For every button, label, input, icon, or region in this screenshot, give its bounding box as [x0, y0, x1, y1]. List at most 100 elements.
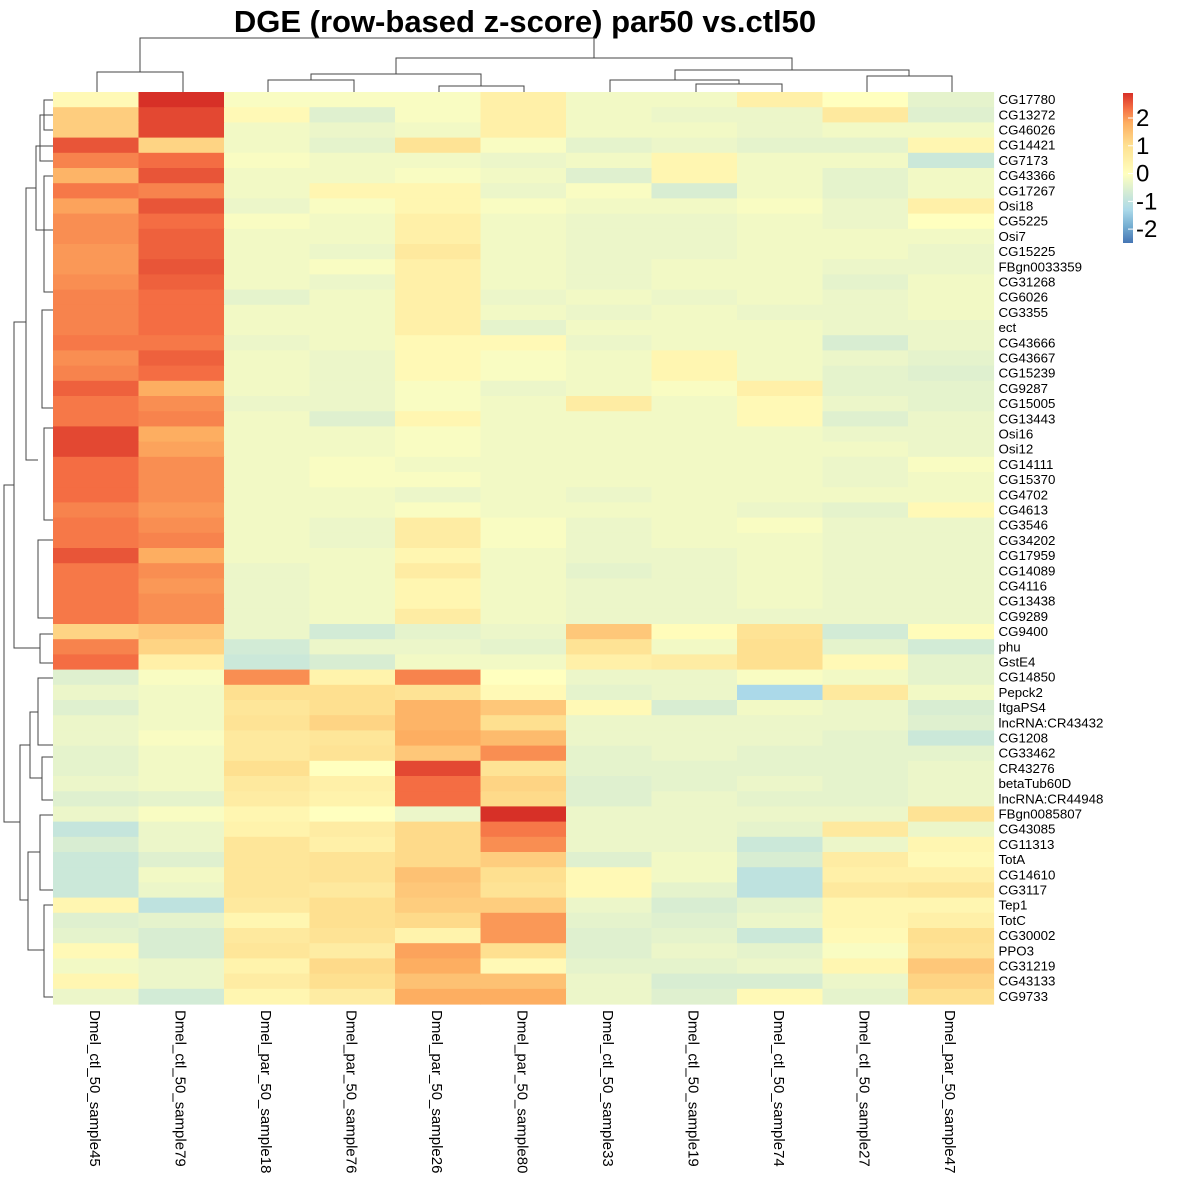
row-label: CG17959	[999, 548, 1056, 563]
heatmap-cell	[737, 776, 824, 792]
heatmap-cell	[566, 700, 653, 716]
heatmap-cell	[53, 548, 140, 564]
heatmap-cell	[480, 289, 567, 306]
heatmap-cell	[309, 380, 396, 397]
heatmap-cell	[822, 228, 909, 245]
heatmap-cell	[224, 350, 311, 367]
heatmap-cell	[822, 411, 909, 427]
heatmap-cell	[822, 92, 909, 108]
heatmap-cell	[908, 107, 995, 123]
heatmap-cell	[822, 137, 909, 154]
heatmap-cell	[395, 289, 482, 306]
heatmap-cell	[651, 654, 738, 671]
heatmap-cell	[651, 745, 738, 762]
row-label: CG11313	[999, 837, 1055, 852]
row-label: CG17267	[999, 183, 1056, 198]
heatmap-cell	[395, 867, 482, 883]
heatmap-cell	[138, 943, 225, 959]
heatmap-cell	[395, 958, 482, 975]
heatmap-cell	[395, 122, 482, 139]
row-label: CG46026	[999, 123, 1056, 138]
heatmap-cell	[737, 806, 824, 823]
heatmap-cell	[309, 700, 396, 716]
heatmap-cell	[566, 836, 653, 853]
heatmap-cell	[908, 244, 995, 260]
row-label: CG33462	[999, 746, 1056, 761]
column-label: Dmel_par_50_sample47	[941, 1010, 958, 1173]
heatmap-cell	[566, 380, 653, 397]
heatmap-cell	[224, 213, 311, 230]
heatmap-cell	[908, 852, 995, 868]
row-label: CG13443	[999, 411, 1056, 426]
heatmap-cell	[395, 183, 482, 199]
heatmap-cell	[224, 912, 311, 929]
heatmap-cell	[908, 791, 995, 807]
heatmap-cell	[737, 304, 824, 321]
heatmap-cell	[309, 244, 396, 260]
heatmap-cell	[53, 122, 140, 139]
heatmap-cell	[395, 730, 482, 747]
heatmap-cell	[822, 654, 909, 671]
heatmap-cell	[138, 411, 225, 427]
heatmap-cell	[908, 304, 995, 321]
heatmap-cell	[651, 380, 738, 397]
heatmap-cell	[395, 912, 482, 929]
heatmap-cell	[138, 882, 225, 899]
heatmap-cell	[53, 228, 140, 245]
column-label: Dmel_par_50_sample26	[428, 1010, 445, 1173]
heatmap-cell	[566, 988, 653, 1005]
heatmap-cell	[138, 608, 225, 625]
heatmap-cell	[480, 988, 567, 1005]
row-label: CG3546	[999, 518, 1049, 533]
heatmap-cell	[138, 137, 225, 154]
row-label: Osi16	[999, 427, 1034, 442]
heatmap-cell	[566, 198, 653, 215]
heatmap-cell	[395, 456, 482, 473]
heatmap-cell	[309, 320, 396, 336]
heatmap-cell	[908, 654, 995, 671]
heatmap-cell	[651, 624, 738, 640]
heatmap-cell	[53, 396, 140, 412]
heatmap-cell	[53, 411, 140, 427]
heatmap-cell	[138, 456, 225, 473]
row-label: phu	[999, 639, 1021, 654]
heatmap-cell	[651, 776, 738, 792]
heatmap-cell	[224, 289, 311, 306]
heatmap-cell	[480, 973, 567, 990]
heatmap-cell	[822, 836, 909, 853]
row-label: CG31268	[999, 275, 1056, 290]
heatmap-cell	[737, 852, 824, 868]
heatmap-cell	[309, 897, 396, 914]
heatmap-cell	[566, 426, 653, 443]
heatmap-cell	[138, 487, 225, 503]
heatmap-cell	[651, 441, 738, 458]
heatmap-cell	[224, 168, 311, 184]
heatmap-cell	[224, 943, 311, 959]
heatmap-cell	[224, 897, 311, 914]
heatmap-cell	[224, 335, 311, 351]
heatmap-cell	[908, 380, 995, 397]
heatmap-cell	[53, 578, 140, 595]
heatmap-cell	[822, 608, 909, 625]
row-label: CG13272	[999, 107, 1056, 122]
heatmap-cell	[908, 836, 995, 853]
heatmap-cell	[480, 259, 567, 275]
heatmap-cell	[822, 943, 909, 959]
heatmap-cell	[53, 152, 140, 169]
heatmap-cell	[395, 928, 482, 944]
heatmap-cell	[566, 912, 653, 929]
heatmap-cell	[908, 517, 995, 534]
heatmap-cell	[309, 426, 396, 443]
heatmap-cell	[908, 426, 995, 443]
heatmap-cell	[395, 350, 482, 367]
heatmap-cell	[480, 958, 567, 975]
heatmap-cell	[395, 320, 482, 336]
heatmap-cell	[138, 836, 225, 853]
heatmap-cell	[138, 441, 225, 458]
heatmap-cell	[224, 487, 311, 503]
heatmap-cell	[908, 882, 995, 899]
heatmap-cell	[138, 867, 225, 883]
heatmap-cell	[737, 760, 824, 777]
heatmap-cell	[395, 882, 482, 899]
